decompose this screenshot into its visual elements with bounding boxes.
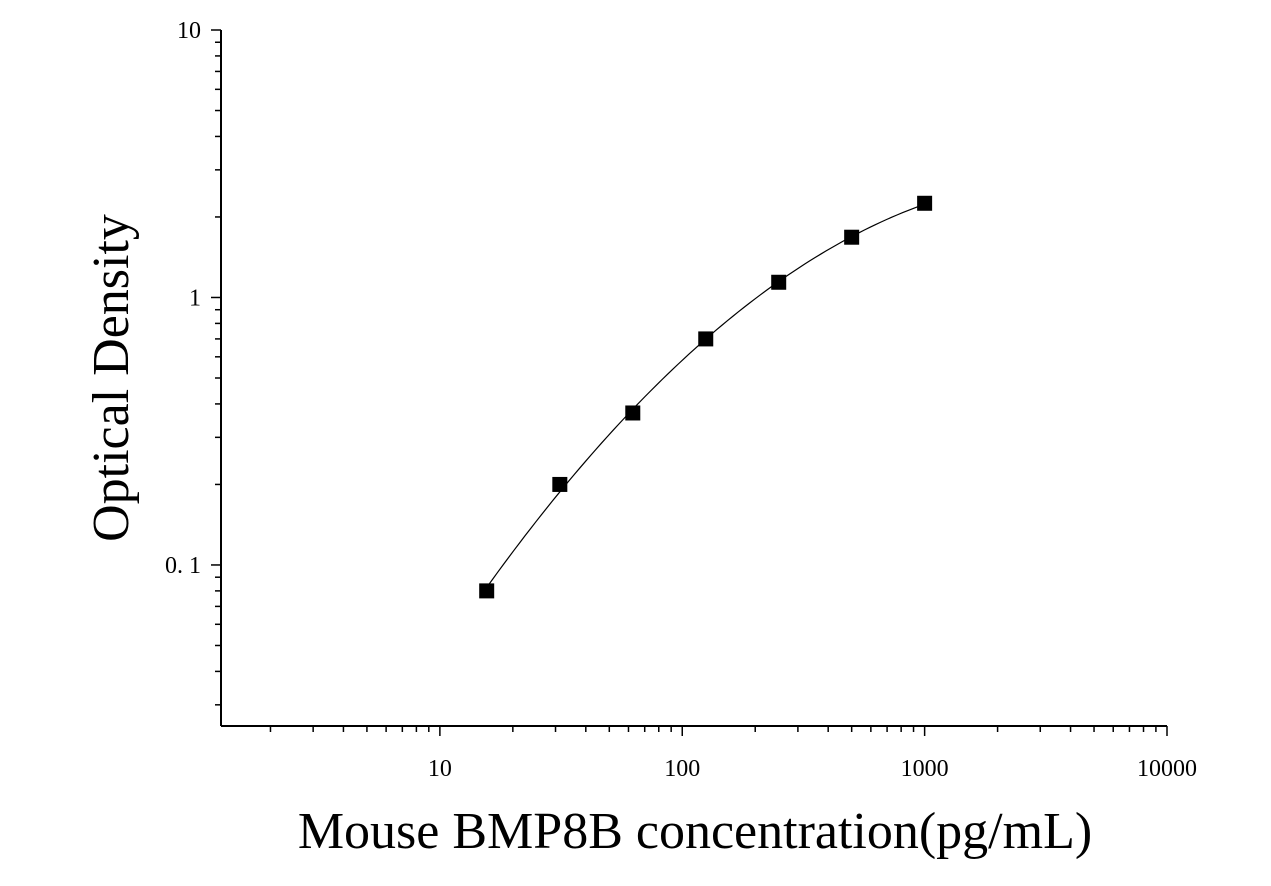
y-tick-label: 10 xyxy=(177,18,201,44)
data-point-marker xyxy=(479,583,495,599)
y-tick-label: 0. 1 xyxy=(165,553,201,579)
data-point-marker xyxy=(917,195,933,211)
x-tick-label: 10 xyxy=(428,756,452,782)
x-tick-label: 10000 xyxy=(1137,756,1197,782)
fit-curve xyxy=(486,203,925,588)
axes: 10 100 1000 10000 0. 1 1 10 xyxy=(165,18,1197,782)
data-point-marker xyxy=(552,476,568,492)
data-point-marker xyxy=(844,229,860,245)
x-axis-title: Mouse BMP8B concentration(pg/mL) xyxy=(298,803,1092,860)
x-tick-label: 1000 xyxy=(901,756,949,782)
x-tick-label: 100 xyxy=(664,756,700,782)
data-points xyxy=(479,195,933,599)
y-axis-title: Optical Density xyxy=(83,214,140,542)
data-point-marker xyxy=(625,405,641,421)
y-tick-label: 1 xyxy=(189,285,201,311)
fit-curve-layer xyxy=(486,203,925,588)
data-point-marker xyxy=(771,274,787,290)
data-point-marker xyxy=(698,331,714,347)
